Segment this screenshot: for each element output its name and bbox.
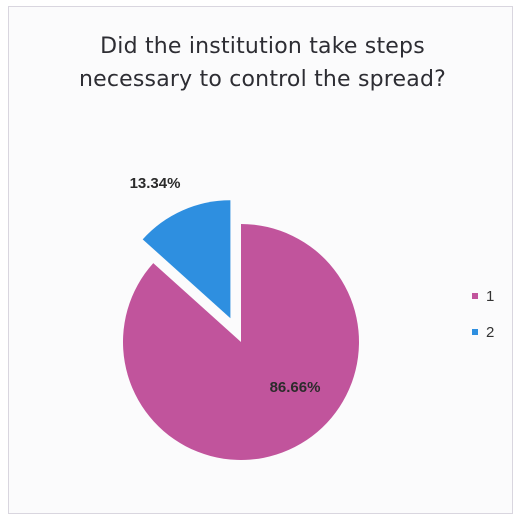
legend-swatch-2 bbox=[472, 329, 478, 335]
chart-title-line-2: necessary to control the spread? bbox=[78, 67, 447, 92]
pie-slice-1 bbox=[122, 224, 359, 460]
slice-label-1: 86.66% bbox=[270, 379, 321, 396]
chart-title-line-1: Did the institution take steps bbox=[100, 34, 425, 59]
legend-label-2: 2 bbox=[486, 324, 494, 341]
chart-title: Did the institution take steps necessary… bbox=[0, 30, 525, 96]
legend-label-1: 1 bbox=[486, 288, 494, 305]
pie-slice-2 bbox=[142, 200, 231, 319]
legend-swatch-1 bbox=[472, 293, 478, 299]
slice-label-2: 13.34% bbox=[130, 175, 181, 192]
